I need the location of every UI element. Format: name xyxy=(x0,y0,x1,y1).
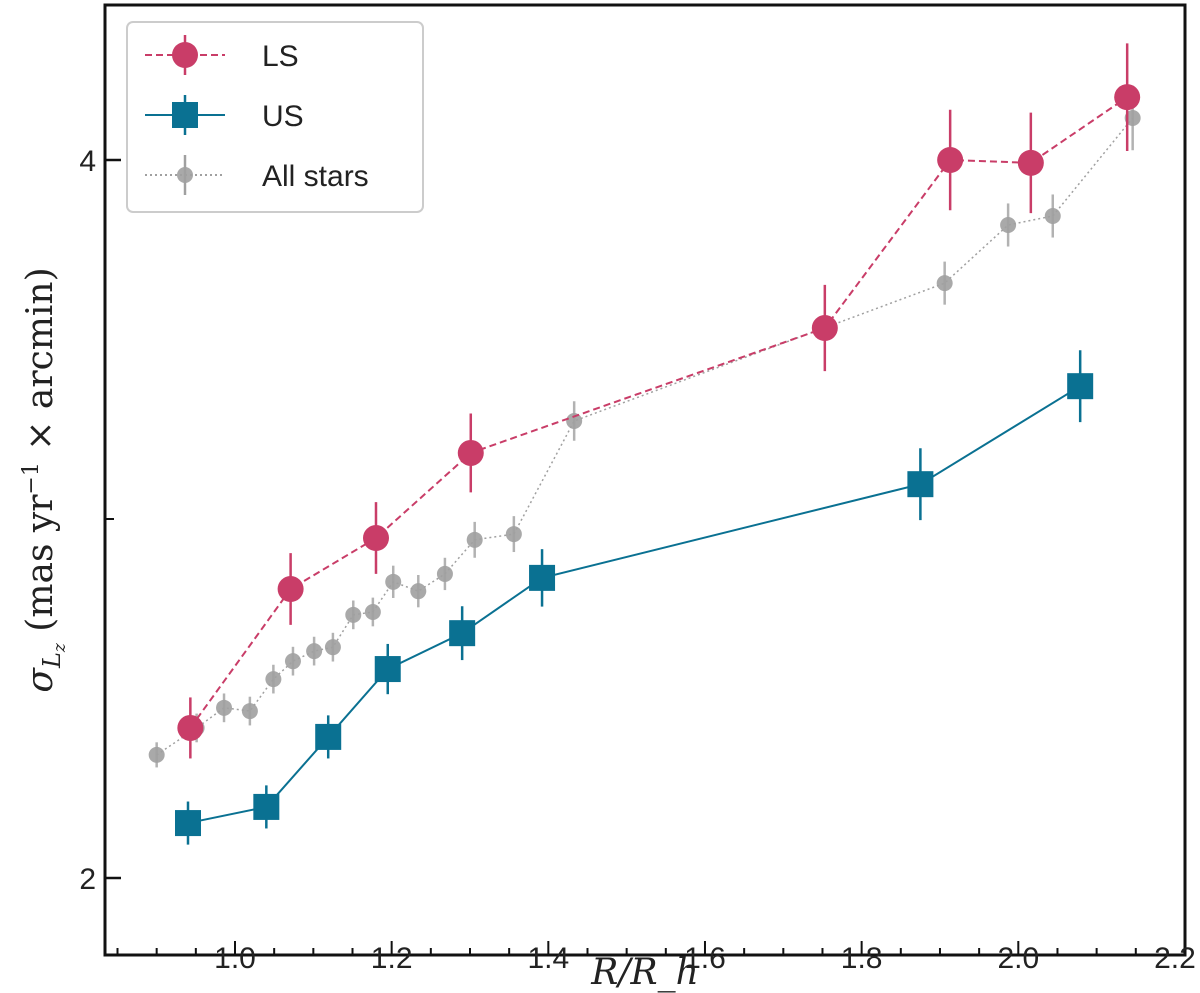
data-point xyxy=(505,526,522,543)
data-point xyxy=(277,576,304,603)
data-point xyxy=(364,603,381,620)
legend-marker xyxy=(172,102,198,128)
data-point xyxy=(1067,373,1094,400)
data-point xyxy=(449,620,476,647)
data-point xyxy=(410,583,427,600)
data-point xyxy=(284,653,301,670)
legend: LS US All stars xyxy=(126,21,424,213)
legend-label: US xyxy=(262,100,304,133)
series-layer xyxy=(148,43,1141,845)
x-tick-label: 1.0 xyxy=(214,942,256,975)
legend-label: All stars xyxy=(262,160,369,193)
series-line xyxy=(189,96,1128,729)
data-point xyxy=(253,793,280,820)
x-tick-label: 1.4 xyxy=(527,942,569,975)
x-tick-label: 2.2 xyxy=(1154,942,1196,975)
data-point xyxy=(345,606,362,623)
legend-item: LS xyxy=(145,35,299,75)
data-point xyxy=(175,810,202,837)
series-line xyxy=(187,385,1081,825)
ticks-layer: 1.0 1.2 1.4 1.6 1.8 2.0 2.2 2 4 xyxy=(79,145,1196,975)
data-point xyxy=(936,275,953,292)
data-point xyxy=(1114,84,1141,111)
data-point xyxy=(937,147,964,173)
data-point xyxy=(324,639,341,656)
data-point xyxy=(466,531,483,548)
data-point xyxy=(457,439,484,466)
data-point xyxy=(1124,109,1141,126)
legend-marker xyxy=(177,167,193,183)
data-point xyxy=(529,564,556,591)
data-point xyxy=(265,671,282,688)
data-point xyxy=(1044,208,1061,225)
data-point xyxy=(374,656,401,683)
data-point xyxy=(385,573,402,590)
data-point xyxy=(362,525,389,552)
data-point xyxy=(1017,149,1044,176)
x-axis-title: R/R_h xyxy=(590,952,699,993)
data-point xyxy=(907,471,934,498)
x-tick-label: 1.2 xyxy=(371,942,413,975)
y-tick-label: 2 xyxy=(79,863,96,896)
legend-marker xyxy=(172,42,198,68)
y-tick-label: 4 xyxy=(79,145,96,178)
x-tick-label: 2.0 xyxy=(997,942,1039,975)
data-point xyxy=(216,699,233,716)
data-point xyxy=(177,714,204,741)
data-point xyxy=(811,315,838,342)
data-point xyxy=(148,746,165,763)
data-point xyxy=(241,703,258,720)
data-point xyxy=(566,412,583,429)
legend-box xyxy=(126,21,424,213)
x-tick-label: 1.8 xyxy=(841,942,883,975)
plot-frame xyxy=(103,3,1187,957)
data-point xyxy=(315,723,342,750)
series-line xyxy=(156,117,1134,756)
legend-label: LS xyxy=(262,40,299,73)
legend-item: All stars xyxy=(145,155,369,195)
series-ls xyxy=(177,43,1141,759)
series-us xyxy=(175,350,1094,845)
y-axis-title: σLz (mas yr−1 × arcmin) xyxy=(19,267,70,692)
data-point xyxy=(1000,216,1017,233)
legend-item: US xyxy=(145,95,304,135)
data-point xyxy=(306,643,323,660)
data-point xyxy=(436,565,453,582)
x-tick-label: 1.6 xyxy=(684,942,726,975)
